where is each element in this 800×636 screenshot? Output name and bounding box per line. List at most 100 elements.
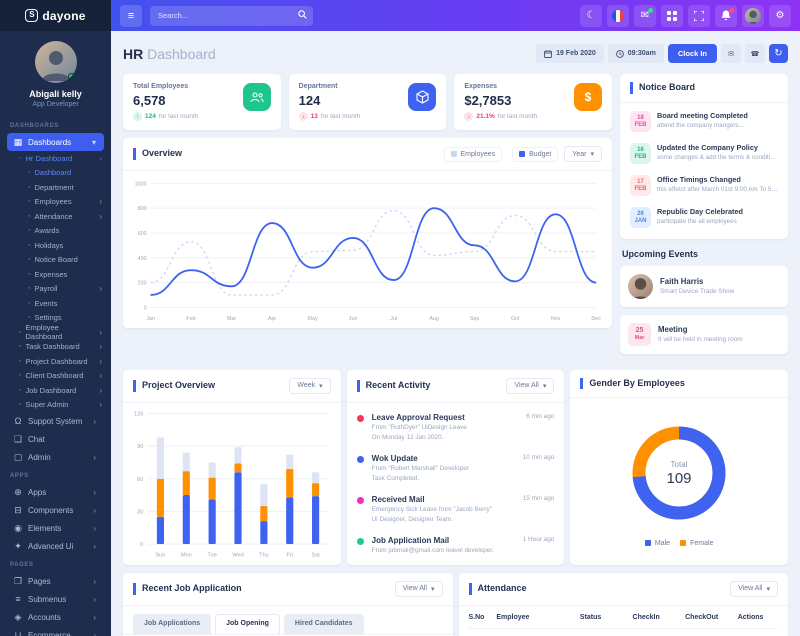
sidebar-item-project-dashboard[interactable]: ◦ Project Dashboard › bbox=[7, 354, 104, 369]
stat-value: 124 bbox=[298, 93, 321, 108]
notice-item[interactable]: 17 FEB Office Timings Changed this effet… bbox=[620, 170, 788, 202]
legend-item[interactable]: Employees bbox=[443, 146, 503, 162]
user-avatar[interactable] bbox=[34, 41, 77, 83]
attendance-view-all-button[interactable]: View All ▾ bbox=[730, 580, 778, 597]
sidebar-item-department[interactable]: ◦ Department bbox=[7, 180, 104, 195]
event-name: Faith Harris bbox=[660, 277, 704, 287]
phone-action-button[interactable]: ☎ bbox=[745, 44, 765, 63]
notice-date-badge: 18 FEB bbox=[630, 111, 651, 133]
svg-text:Aug: Aug bbox=[429, 316, 439, 322]
sidebar-item-label: Hr Dashboard bbox=[25, 153, 73, 163]
job-tab[interactable]: Job Opening bbox=[215, 613, 280, 634]
job-tab[interactable]: Hired Candidates bbox=[283, 613, 364, 634]
sidebar-item-holidays[interactable]: ◦ Holidays bbox=[7, 238, 104, 253]
brand-logo[interactable]: S dayone bbox=[0, 0, 111, 31]
sidebar-item-elements[interactable]: ◉ Elements › bbox=[7, 519, 104, 537]
notice-date-badge: 16 FEB bbox=[630, 143, 651, 165]
sidebar-item-payroll[interactable]: ◦ Payroll › bbox=[7, 282, 104, 297]
legend-item[interactable]: Budget bbox=[512, 146, 559, 162]
overview-period-select[interactable]: Year ▾ bbox=[564, 146, 602, 162]
gender-legend-male[interactable]: Male bbox=[644, 540, 670, 547]
settings-button[interactable]: ⚙ bbox=[769, 4, 791, 27]
attendance-row[interactable]: 1 Diane Nolan Present 09:30 Am 06:30 Pm … bbox=[469, 629, 779, 636]
stat-card[interactable]: Total Employees 6,578 ↑ 124 for last mon… bbox=[123, 74, 281, 130]
fullscreen-button[interactable] bbox=[688, 4, 710, 27]
clock-in-button[interactable]: Clock In bbox=[667, 44, 717, 63]
activity-item[interactable]: Leave Approval Request From "RuthDyer" Ui… bbox=[347, 406, 565, 447]
sidebar-item-advanced-ui[interactable]: ✦ Advanced Ui › bbox=[7, 537, 104, 555]
sidebar-item-submenus[interactable]: ≡ Submenus › bbox=[7, 590, 104, 608]
sidebar-item-awards[interactable]: ◦ Awards bbox=[7, 224, 104, 239]
sidebar-item-settings[interactable]: ◦ Settings bbox=[7, 311, 104, 326]
gender-header: Gender By Employees bbox=[570, 370, 789, 399]
sidebar-item-apps[interactable]: ⊕ Apps › bbox=[7, 483, 104, 501]
date-chip[interactable]: 19 Feb 2020 bbox=[536, 44, 604, 63]
notice-desc: attend the company mangers... bbox=[657, 122, 744, 130]
job-tab[interactable]: Job Applications bbox=[133, 613, 212, 634]
language-button[interactable] bbox=[607, 4, 629, 27]
stat-info: Department 124 ↓ 13 for last month bbox=[298, 83, 360, 121]
project-period-select[interactable]: Week ▾ bbox=[289, 377, 331, 394]
sidebar-item-job-dashboard[interactable]: ◦ Job Dashboard › bbox=[7, 383, 104, 398]
sidebar-item-label: Elements bbox=[28, 523, 62, 533]
sidebar-item-employee-dashboard[interactable]: ◦ Employee Dashboard › bbox=[7, 323, 104, 341]
sidebar-item-super-admin[interactable]: ◦ Super Admin › bbox=[7, 398, 104, 413]
gender-legend-female[interactable]: Female bbox=[680, 540, 713, 547]
sidebar-item-suppot-system[interactable]: Ω Suppot System › bbox=[7, 412, 104, 430]
sidebar-item-task-dashboard[interactable]: ◦ Task Dashboard › bbox=[7, 340, 104, 355]
sidebar-item-hr-dashboard[interactable]: ◦ Hr Dashboard › bbox=[7, 151, 104, 166]
sidebar-item-admin[interactable]: ▢ Admin › bbox=[7, 448, 104, 466]
dark-mode-button[interactable]: ☾ bbox=[580, 4, 602, 27]
notice-item[interactable]: 18 FEB Board meeting Completed attend th… bbox=[620, 106, 788, 138]
notifications-button[interactable] bbox=[715, 4, 737, 27]
event-card[interactable]: Faith Harris Smart Device Trade Show bbox=[620, 265, 788, 307]
activity-item[interactable]: Job Application Mail From jobmail@gmail.c… bbox=[347, 529, 565, 561]
activity-title: Received Mail bbox=[371, 494, 425, 504]
stat-label: Department bbox=[298, 83, 338, 90]
sidebar-item-dashboard[interactable]: ◦ Dashboard bbox=[7, 166, 104, 181]
notice-item[interactable]: 16 FEB Updated the Company Policy some c… bbox=[620, 138, 788, 170]
sidebar-item-components[interactable]: ⊟ Components › bbox=[7, 501, 104, 519]
activity-view-all-button[interactable]: View All ▾ bbox=[506, 377, 555, 394]
delta-arrow-icon: ↓ bbox=[464, 112, 474, 121]
sidebar-item-label: Task Dashboard bbox=[25, 342, 80, 352]
sidebar-item-attendance[interactable]: ◦ Attendance › bbox=[7, 209, 104, 224]
sidebar-item-events[interactable]: ◦ Events bbox=[7, 296, 104, 311]
attendance-rows: 1 Diane Nolan Present 09:30 Am 06:30 Pm … bbox=[469, 629, 779, 636]
sidebar-item-notice-board[interactable]: ◦ Notice Board bbox=[7, 253, 104, 268]
stat-card[interactable]: Expenses $2,7853 ↓ 21.1% for last month … bbox=[454, 74, 613, 130]
mail-action-button[interactable]: ✉ bbox=[721, 44, 741, 63]
sidebar-item-client-dashboard[interactable]: ◦ Client Dashboard › bbox=[7, 369, 104, 384]
project-overview-card: Project Overview Week ▾ 0 30 60 90 120 Sun Mon… bbox=[123, 369, 341, 565]
legend-swatch bbox=[450, 151, 457, 157]
sidebar-item-dashboards[interactable]: ▦ Dashboards ▾ bbox=[7, 133, 104, 151]
hamburger-menu-button[interactable]: ≡ bbox=[120, 4, 142, 27]
refresh-button[interactable]: ↻ bbox=[769, 44, 788, 63]
overview-legend: Employees Budget bbox=[443, 146, 559, 162]
notice-title: Office Timings Changed bbox=[657, 175, 741, 185]
brand-name: dayone bbox=[42, 8, 86, 23]
search-input[interactable] bbox=[150, 5, 313, 26]
flag-icon bbox=[612, 9, 624, 22]
overview-card: Overview Employees bbox=[123, 138, 612, 328]
sidebar-item-accounts[interactable]: ◈ Accounts › bbox=[7, 608, 104, 626]
messages-button[interactable]: ✉ bbox=[634, 4, 656, 27]
notice-board-header: Notice Board bbox=[620, 74, 788, 103]
job-view-all-button[interactable]: View All ▾ bbox=[394, 580, 443, 597]
attendance-table: S.No Employee Status CheckIn CheckOut Ac… bbox=[459, 606, 789, 636]
time-chip[interactable]: 09:30am bbox=[607, 44, 664, 63]
stat-card[interactable]: Department 124 ↓ 13 for last month bbox=[288, 74, 447, 130]
sidebar-item-ecommerce[interactable]: ⊔ Ecommerce › bbox=[7, 626, 104, 636]
notice-item[interactable]: 26 JAN Republic Day Celebrated participa… bbox=[620, 202, 788, 234]
sidebar-item-pages[interactable]: ❐ Pages › bbox=[7, 572, 104, 590]
sidebar-item-expenses[interactable]: ◦ Expenses bbox=[7, 267, 104, 282]
activity-item[interactable]: Received Mail Emergency Sick Leave from "… bbox=[347, 488, 565, 529]
event-card[interactable]: 25 Mar Meeting It will be held in meeting r… bbox=[620, 314, 788, 354]
apps-grid-button[interactable] bbox=[661, 4, 683, 27]
notice-desc: this effetct after March 01st 9:00 Am To… bbox=[657, 186, 778, 194]
activity-item[interactable]: Wok Update From "Robert Marshall" Develop… bbox=[347, 447, 565, 488]
chevron-right-icon: › bbox=[99, 342, 102, 352]
sidebar-item-chat[interactable]: ❏ Chat bbox=[7, 430, 104, 448]
profile-menu-button[interactable] bbox=[742, 4, 764, 27]
sidebar-item-employees[interactable]: ◦ Employees › bbox=[7, 195, 104, 210]
